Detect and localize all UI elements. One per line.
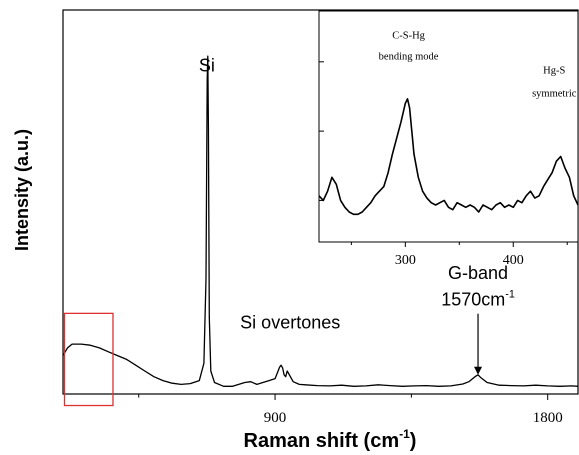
annotation-label: symmetric: [532, 88, 577, 99]
inset-plot-frame: [318, 10, 579, 243]
inset-annotations: C-S-Hg bending mode Hg-S symmetric: [379, 31, 577, 100]
annotation-label: bending mode: [379, 52, 439, 63]
annotation-label: C-S-Hg: [392, 31, 425, 42]
main-series: [62, 55, 579, 387]
x-tick-label: 400: [503, 253, 524, 268]
x-tick-label: 900: [264, 410, 287, 426]
annotation-label: 1570cm-1: [441, 289, 515, 310]
x-axis-label-sup: -1: [399, 427, 410, 441]
main-y-axis-label: Intensity (a.u.): [12, 129, 32, 251]
arrow-head: [474, 366, 483, 375]
x-axis-label-text: Raman shift (cm: [244, 430, 400, 452]
main-x-tick-labels: 900 1800: [264, 410, 563, 426]
annotation-label: G-band: [448, 263, 508, 283]
annotation-label: Si overtones: [240, 313, 340, 333]
annotation-label: Hg-S: [543, 65, 565, 76]
x-axis-label-tail: ): [410, 430, 417, 452]
x-tick-label: 300: [395, 253, 416, 268]
main-annotations: Si Si overtones G-band 1570cm-1: [63, 55, 515, 407]
highlight-box: [63, 312, 114, 407]
series-line: [62, 55, 579, 387]
inset-series: [318, 98, 579, 216]
series-line: [318, 98, 579, 216]
inset-x-tick-labels: 300 400: [395, 253, 524, 268]
x-tick-label: 1800: [533, 410, 563, 426]
main-x-axis-label: Raman shift (cm-1): [244, 427, 417, 452]
annotation-label: Si: [199, 55, 215, 75]
main-x-ticks: [138, 394, 549, 400]
